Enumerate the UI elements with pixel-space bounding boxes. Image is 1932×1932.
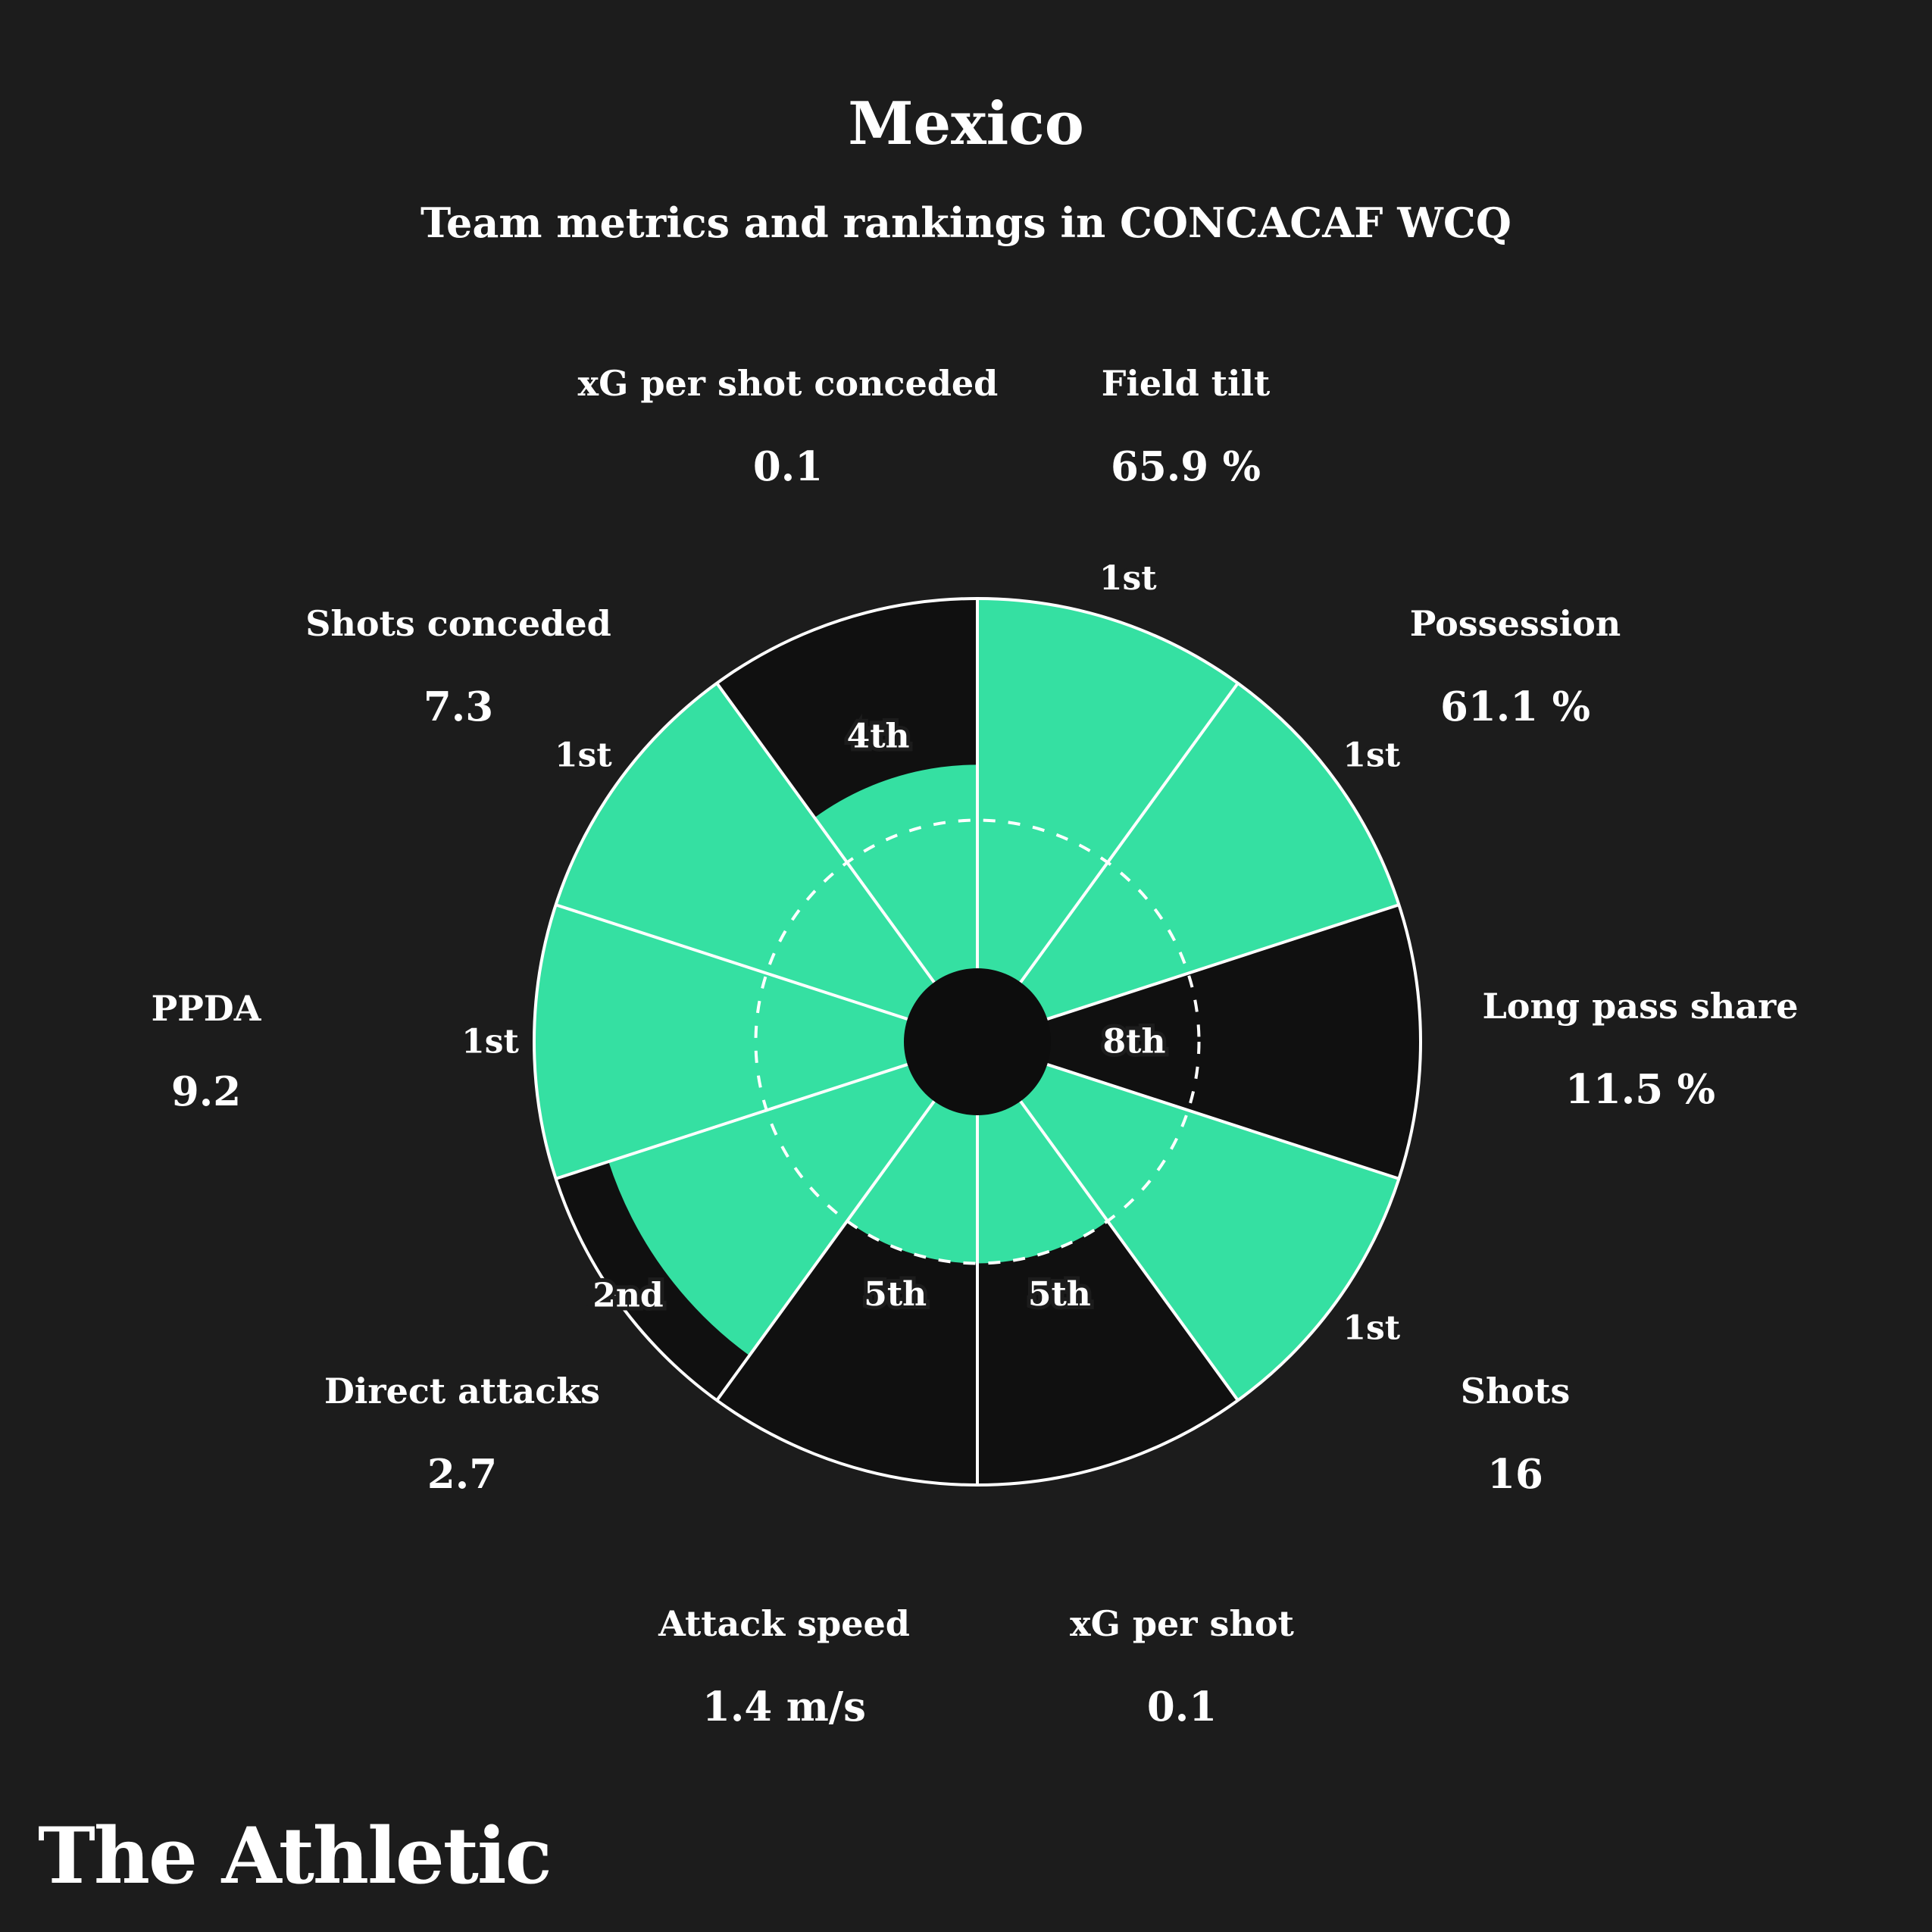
metric-value: 61.1 % (1440, 683, 1590, 730)
metric-value: 0.1 (1146, 1683, 1218, 1730)
metric-value: 0.1 (752, 443, 824, 490)
metric-field-tilt: Field tilt 65.9 % (1102, 363, 1271, 490)
slice-divider (715, 1040, 979, 1402)
metric-direct-attacks: Direct attacks 2.7 (324, 1371, 600, 1498)
outer-circle (533, 597, 1422, 1487)
rank-label-possession: 1st (1343, 736, 1400, 775)
rank-label-shots-conceded: 1st (555, 736, 612, 775)
rank-label-xg-per-shot-conceded: 4th (847, 717, 910, 756)
metric-label: xG per shot (1070, 1603, 1294, 1644)
slice-field-tilt (977, 599, 1238, 1042)
metric-possession: Possession 61.1 % (1410, 603, 1621, 730)
metric-xg-per-shot: xG per shot 0.1 (1070, 1603, 1294, 1730)
metric-label: Shots conceded (305, 603, 611, 644)
metric-value: 16 (1487, 1451, 1543, 1498)
metric-shots: Shots 16 (1461, 1371, 1571, 1498)
slice-divider (977, 903, 1399, 1043)
metric-value: 9.2 (170, 1068, 242, 1115)
center-hub (904, 968, 1051, 1115)
rank-label-field-tilt: 1st (1099, 559, 1157, 598)
slice-xg-per-shot-conceded (814, 764, 977, 1042)
metric-attack-speed: Attack speed 1.4 m/s (658, 1603, 910, 1730)
metric-value: 7.3 (423, 683, 494, 730)
rank-label-xg-per-shot: 5th (1028, 1275, 1091, 1314)
metric-label: Long pass share (1482, 986, 1799, 1027)
metric-label: Attack speed (658, 1603, 910, 1644)
metric-ppda: PPDA 9.2 (152, 988, 261, 1115)
slice-shots-conceded (555, 683, 977, 1042)
rank-label-shots: 1st (1343, 1308, 1400, 1347)
metric-xg-per-shot-conceded: xG per shot conceded 0.1 (578, 363, 999, 490)
rank-label-direct-attacks: 2nd (592, 1276, 663, 1315)
metric-label: Shots (1460, 1371, 1571, 1411)
metric-label: Field tilt (1101, 363, 1271, 404)
metric-label: xG per shot conceded (577, 363, 999, 404)
metric-value: 2.7 (427, 1451, 498, 1498)
page-subtitle: Team metrics and rankings in CONCACAF WC… (420, 199, 1512, 247)
slice-ppda (533, 905, 977, 1179)
slice-divider (555, 903, 978, 1043)
metric-label: PPDA (151, 988, 261, 1029)
page-title: Mexico (848, 89, 1084, 158)
metric-shots-conceded: Shots conceded 7.3 (305, 603, 611, 730)
metric-label: Direct attacks (324, 1371, 601, 1411)
metric-value: 1.4 m/s (702, 1683, 866, 1730)
metric-value: 11.5 % (1565, 1066, 1715, 1113)
rank-label-long-pass-share: 8th (1103, 1023, 1166, 1061)
slice-direct-attacks (608, 1042, 977, 1356)
metric-value: 65.9 % (1111, 443, 1261, 490)
slice-divider (977, 1040, 1399, 1180)
rank-label-attack-speed: 5th (864, 1275, 927, 1314)
slice-possession (977, 683, 1399, 1042)
slice-shots (977, 1042, 1399, 1401)
brand-logo: The Athletic (38, 1811, 552, 1902)
metric-long-pass-share: Long pass share 11.5 % (1482, 986, 1798, 1113)
rank-label-ppda: 1st (461, 1023, 519, 1061)
median-dashed-circle (754, 818, 1201, 1265)
metric-label: Possession (1409, 603, 1621, 644)
